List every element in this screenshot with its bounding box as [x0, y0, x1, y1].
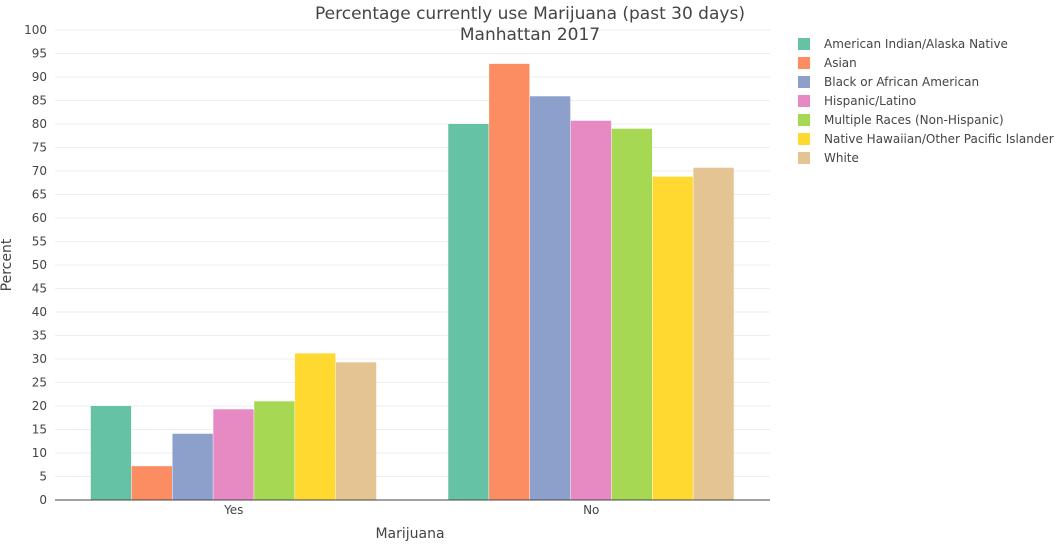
legend-item-label[interactable]: Native Hawaiian/Other Pacific Islander	[824, 132, 1054, 146]
y-tick-label: 75	[32, 141, 47, 155]
y-tick-label: 80	[32, 117, 47, 131]
bar[interactable]	[295, 353, 336, 500]
y-tick-label: 5	[39, 470, 47, 484]
x-tick-label: No	[583, 503, 599, 517]
y-tick-label: 10	[32, 446, 47, 460]
bar[interactable]	[448, 124, 489, 500]
legend-swatch[interactable]	[798, 95, 810, 107]
y-tick-label: 100	[24, 23, 47, 37]
chart-title: Percentage currently use Marijuana (past…	[315, 4, 745, 24]
legend-item-label[interactable]: Black or African American	[824, 75, 979, 89]
bar[interactable]	[335, 362, 377, 500]
y-axis-title: Percent	[0, 238, 15, 291]
y-tick-label: 40	[32, 305, 47, 319]
bar[interactable]	[254, 401, 295, 500]
legend-item-label[interactable]: Hispanic/Latino	[824, 94, 916, 108]
legend-swatch[interactable]	[798, 114, 810, 126]
y-tick-label: 0	[39, 493, 47, 507]
bar[interactable]	[652, 176, 693, 500]
y-tick-label: 90	[32, 70, 47, 84]
y-tick-label: 65	[32, 188, 47, 202]
y-tick-label: 95	[32, 47, 47, 61]
x-axis-title: Marijuana	[375, 526, 444, 542]
bar[interactable]	[529, 96, 571, 501]
legend-item-label[interactable]: American Indian/Alaska Native	[824, 37, 1008, 51]
bars	[90, 63, 734, 501]
y-tick-label: 50	[32, 258, 47, 272]
y-tick-label: 15	[32, 423, 47, 437]
legend-swatch[interactable]	[798, 57, 810, 69]
y-tick-label: 85	[32, 94, 47, 108]
bar[interactable]	[213, 409, 254, 500]
bar[interactable]	[570, 120, 612, 501]
legend: American Indian/Alaska Native Asian Black …	[798, 37, 1054, 165]
y-tick-label: 70	[32, 164, 47, 178]
bar[interactable]	[611, 128, 653, 500]
axes: 0 5 10 15 20 25 30 35 40 45 50 55 60 65 70 75 80 85 90 95 10…	[24, 23, 770, 517]
y-tick-label: 60	[32, 211, 47, 225]
y-tick-label: 25	[32, 376, 47, 390]
x-tick-label: Yes	[223, 503, 243, 517]
legend-swatch[interactable]	[798, 38, 810, 50]
chart-subtitle: Manhattan 2017	[460, 25, 600, 45]
legend-item-label[interactable]: White	[824, 151, 859, 165]
y-tick-label: 45	[32, 282, 47, 296]
bar[interactable]	[131, 466, 172, 500]
bar[interactable]	[489, 63, 530, 501]
y-tick-label: 20	[32, 399, 47, 413]
bar[interactable]	[172, 433, 213, 500]
y-tick-label: 30	[32, 352, 47, 366]
y-tick-label: 55	[32, 235, 47, 249]
legend-swatch[interactable]	[798, 133, 810, 145]
legend-item-label[interactable]: Multiple Races (Non-Hispanic)	[824, 113, 1004, 127]
bar[interactable]	[90, 406, 132, 500]
legend-item-label[interactable]: Asian	[824, 56, 857, 70]
legend-swatch[interactable]	[798, 152, 810, 164]
legend-swatch[interactable]	[798, 76, 810, 88]
bar[interactable]	[693, 167, 734, 500]
y-tick-label: 35	[32, 329, 47, 343]
